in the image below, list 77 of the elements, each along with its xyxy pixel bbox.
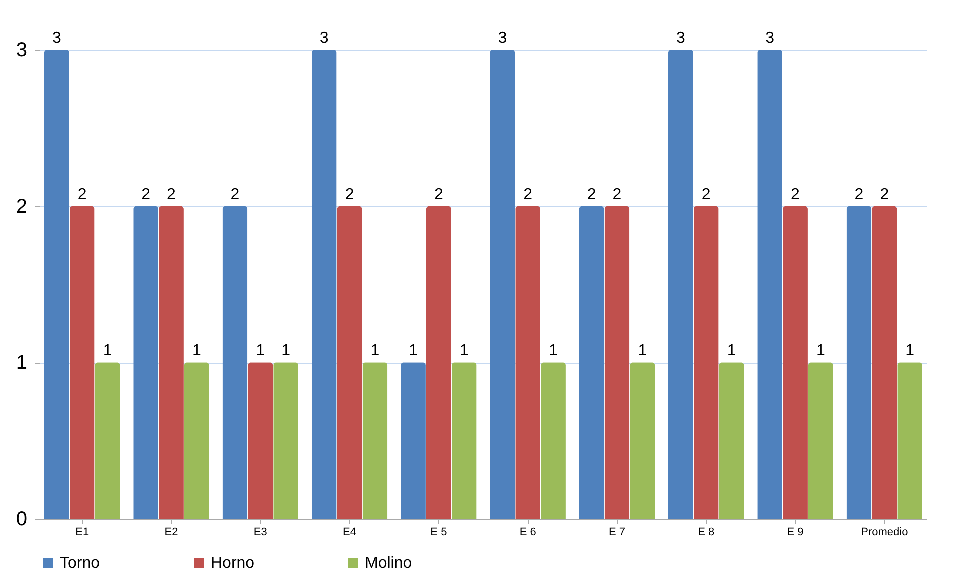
- bar: [426, 206, 452, 519]
- bar: [95, 362, 120, 519]
- bar: [808, 362, 834, 519]
- data-label: 2: [702, 186, 711, 204]
- data-label: 2: [880, 186, 890, 204]
- bar: [401, 362, 426, 519]
- data-label: 3: [676, 30, 686, 47]
- bar: [719, 362, 744, 519]
- data-label: 3: [498, 30, 508, 47]
- x-tick-label: E 5: [430, 526, 448, 538]
- legend-label: Torno: [60, 555, 100, 572]
- bar: [846, 206, 872, 519]
- data-label: 1: [638, 342, 648, 360]
- data-label: 1: [409, 342, 418, 360]
- x-tick-label: E 7: [608, 526, 626, 538]
- y-tick-label: 0: [16, 508, 28, 530]
- data-label: 1: [906, 342, 915, 360]
- bar: [783, 206, 808, 519]
- data-label: 1: [282, 342, 291, 360]
- bar: [312, 50, 337, 519]
- bar: [134, 206, 159, 519]
- data-label: 2: [587, 186, 596, 204]
- bar: [159, 206, 184, 519]
- data-label: 2: [230, 186, 240, 204]
- data-label: 2: [791, 186, 800, 204]
- bar: [516, 206, 541, 519]
- x-tick-label: E 6: [520, 526, 536, 538]
- y-tick-label: 3: [16, 40, 28, 62]
- x-tick-label: Promedio: [861, 526, 908, 538]
- data-label: 3: [52, 30, 62, 47]
- legend-label: Horno: [211, 555, 255, 572]
- data-label: 1: [727, 342, 736, 360]
- bar: [490, 50, 516, 519]
- data-label: 2: [524, 186, 533, 204]
- data-label: 2: [345, 186, 354, 204]
- legend-label: Molino: [365, 555, 412, 572]
- bar: [362, 362, 388, 519]
- data-label: 1: [192, 342, 202, 360]
- bar: [758, 50, 783, 519]
- data-label: 2: [854, 186, 864, 204]
- bar: [872, 206, 898, 519]
- data-label: 1: [103, 342, 112, 360]
- data-label: 3: [320, 30, 329, 47]
- data-label: 2: [612, 186, 622, 204]
- bar: [630, 362, 656, 519]
- x-tick-label: E 9: [787, 526, 804, 538]
- data-label: 3: [766, 30, 775, 47]
- bar: [70, 206, 95, 519]
- data-label: 1: [370, 342, 380, 360]
- data-label: 2: [78, 186, 87, 204]
- x-tick-label: E4: [343, 526, 357, 538]
- x-tick-label: E2: [164, 526, 178, 538]
- y-tick-label: 1: [16, 352, 28, 374]
- x-tick-label: E 8: [698, 526, 715, 538]
- bar: [898, 362, 923, 519]
- bar: [337, 206, 362, 519]
- bar: [579, 206, 604, 519]
- bar: [44, 50, 70, 519]
- data-label: 1: [460, 342, 469, 360]
- x-tick-label: E1: [76, 526, 90, 538]
- data-label: 2: [167, 186, 176, 204]
- data-label: 2: [142, 186, 151, 204]
- data-label: 1: [549, 342, 558, 360]
- bar: [604, 206, 630, 519]
- bar: [274, 362, 299, 519]
- bar: [452, 362, 477, 519]
- bar: [668, 50, 694, 519]
- data-label: 1: [256, 342, 266, 360]
- bar: [694, 206, 719, 519]
- bar: [222, 206, 248, 519]
- data-label: 1: [816, 342, 826, 360]
- data-label: 2: [434, 186, 444, 204]
- bar: [248, 362, 274, 519]
- x-tick-label: E3: [254, 526, 268, 538]
- bar: [184, 362, 210, 519]
- y-tick-label: 2: [16, 196, 28, 218]
- bar: [541, 362, 566, 519]
